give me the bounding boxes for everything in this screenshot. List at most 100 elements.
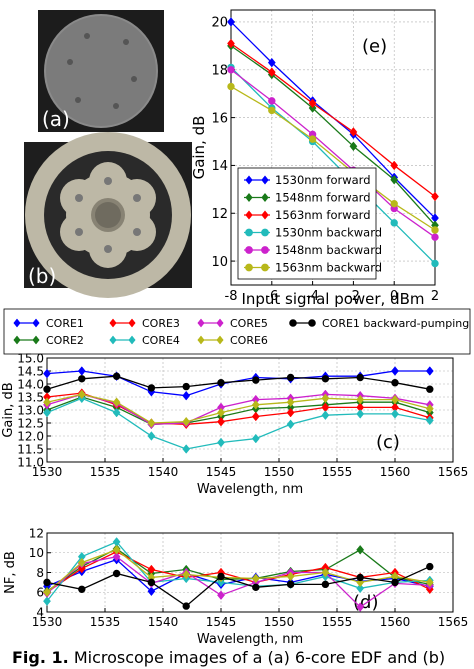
data-point <box>147 578 156 587</box>
legend-label: 1548nm forward <box>275 191 371 205</box>
x-tick-label: 1545 <box>206 465 237 479</box>
legend-marker <box>109 335 117 345</box>
legend-marker <box>216 318 224 328</box>
data-point <box>390 174 399 185</box>
data-point <box>217 379 225 387</box>
gain-vs-wavelength-chart: 1530 1535 1540 1545 1550 1555 1560 1565 11.011.5… <box>1 351 468 497</box>
data-point <box>217 437 225 448</box>
data-point <box>43 385 51 393</box>
y-tick-label: 6 <box>36 586 44 600</box>
data-point <box>217 416 225 427</box>
data-point <box>390 199 398 208</box>
data-point <box>217 577 225 588</box>
legend-label: 1563nm forward <box>275 208 371 222</box>
legend-marker <box>32 335 40 345</box>
gain-vs-power-chart: -8 -6 -4 -2 0 2 10 12 14 16 18 20 Input signal power… <box>190 9 439 308</box>
data-point <box>147 384 156 392</box>
data-point <box>356 373 364 382</box>
legend-label: CORE4 <box>142 334 180 347</box>
data-point <box>286 397 295 407</box>
legend-marker <box>245 228 253 237</box>
data-point <box>182 390 191 401</box>
x-tick-label: 1540 <box>148 465 179 479</box>
series-line <box>46 396 430 425</box>
data-point <box>227 82 235 91</box>
legend-marker <box>128 335 136 345</box>
data-point <box>43 587 51 598</box>
data-point <box>78 375 86 383</box>
legend-marker <box>197 335 205 345</box>
legend-label: CORE1 backward-pumping <box>322 317 469 330</box>
series-line <box>46 565 431 607</box>
data-point <box>251 400 260 410</box>
data-point <box>356 602 365 612</box>
x-tick-label: 1560 <box>380 465 411 479</box>
legend-label: CORE3 <box>142 317 180 330</box>
legend-marker <box>245 175 253 185</box>
plot-frame <box>230 9 436 286</box>
data-point <box>356 583 365 594</box>
data-point <box>349 141 358 152</box>
y-tick-label: 13.5 <box>17 390 44 404</box>
data-point <box>391 394 399 405</box>
x-tick-label: 1545 <box>206 615 237 629</box>
data-point <box>43 397 51 407</box>
x-tick-label: 0 <box>390 289 398 304</box>
y-tick-label: 10 <box>211 255 228 270</box>
legend-marker <box>13 318 21 328</box>
legend-marker <box>245 263 253 272</box>
data-point <box>217 407 225 418</box>
legend-label: 1530nm forward <box>275 173 371 187</box>
figure-caption: Fig. 1. Microscope images of a (a) 6-cor… <box>12 648 445 667</box>
y-tick-label: 12.0 <box>17 429 44 443</box>
data-point <box>390 160 399 171</box>
data-point <box>391 379 399 387</box>
y-tick-label: 11.0 <box>17 455 44 469</box>
data-point <box>77 366 86 376</box>
y-tick-label: 18 <box>211 63 228 78</box>
panel-b-label: (b) <box>28 264 56 288</box>
x-axis-label: Wavelength, nm <box>197 482 303 497</box>
x-tick-label: 1560 <box>380 615 411 629</box>
data-point <box>425 403 434 414</box>
data-point <box>308 98 317 109</box>
y-tick-label: 14.0 <box>17 377 44 391</box>
series-line <box>46 541 430 602</box>
data-point <box>267 67 276 77</box>
series-line <box>230 45 436 226</box>
legend-marker <box>289 319 297 327</box>
data-point <box>147 431 156 441</box>
data-point <box>390 219 398 227</box>
y-tick-label: 15.0 <box>17 351 44 365</box>
data-point <box>217 572 225 581</box>
legend-label: 1563nm backward <box>275 261 382 275</box>
data-point <box>112 544 121 555</box>
x-tick-label: 1555 <box>322 465 353 479</box>
data-point <box>349 127 358 137</box>
y-tick-label: 12 <box>211 207 228 222</box>
data-point <box>78 585 86 593</box>
series-line <box>46 549 430 593</box>
data-point <box>112 569 121 578</box>
data-point <box>425 415 434 426</box>
data-point <box>252 583 260 592</box>
y-axis-label: NF, dB <box>3 551 18 594</box>
legend-box <box>237 167 377 280</box>
panel-annotation: (c) <box>376 432 400 453</box>
series-line <box>46 370 430 397</box>
micrograph-b: (b) <box>24 132 192 298</box>
data-point <box>182 416 191 427</box>
data-point <box>147 586 156 597</box>
x-tick-label: 1535 <box>90 615 121 629</box>
micrograph-a: (a) <box>38 10 164 132</box>
data-point <box>112 551 121 562</box>
data-point <box>251 573 260 584</box>
legend-marker <box>109 318 117 328</box>
x-tick-label: -2 <box>347 289 360 304</box>
x-tick-label: -8 <box>225 289 238 304</box>
data-point <box>182 382 190 391</box>
x-tick-label: 2 <box>431 289 439 304</box>
legend-marker <box>128 318 136 328</box>
x-tick-label: 1565 <box>438 615 469 629</box>
y-tick-label: 8 <box>36 566 44 580</box>
